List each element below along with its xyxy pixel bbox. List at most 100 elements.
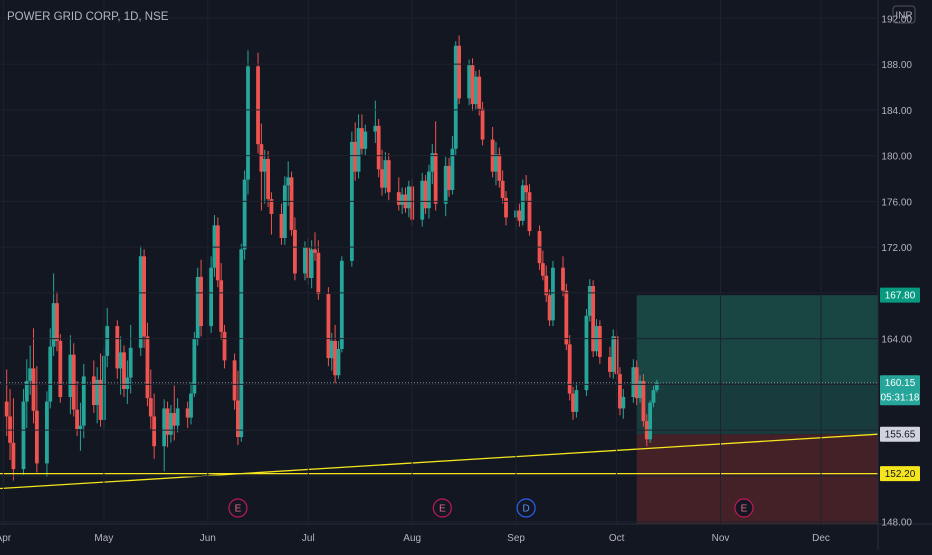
candle <box>58 334 63 403</box>
candle-body <box>396 192 401 205</box>
candle <box>571 386 575 420</box>
candle-body <box>98 379 103 420</box>
candle <box>567 335 572 401</box>
candle-body <box>470 65 475 105</box>
event-marker-label: D <box>523 504 530 515</box>
candle-body <box>51 303 56 347</box>
support-trendline <box>0 433 879 490</box>
candle <box>360 114 364 155</box>
stop-price-label: 155.65 <box>880 426 920 442</box>
candle-body <box>567 344 572 394</box>
candle-body <box>165 408 170 435</box>
candle <box>128 324 133 394</box>
candle <box>45 391 49 478</box>
candle-body <box>333 340 338 376</box>
candle-body <box>209 267 214 327</box>
earnings-marker[interactable]: E <box>432 498 452 518</box>
candle <box>329 332 334 371</box>
candle <box>527 184 532 236</box>
candle-body <box>189 393 193 418</box>
candle <box>95 367 100 424</box>
candle-body <box>564 290 569 345</box>
candle <box>289 171 294 236</box>
candle-body <box>551 267 555 321</box>
candle <box>68 335 73 415</box>
stop-price-label-text: 155.65 <box>885 430 916 441</box>
candle <box>400 187 405 214</box>
candle <box>303 241 307 281</box>
candle <box>222 324 227 369</box>
candle-body <box>232 360 237 401</box>
position-profit-zone-lower <box>636 382 878 435</box>
candle-body <box>78 425 83 430</box>
candle-body <box>527 192 532 232</box>
candle <box>638 375 642 403</box>
candle-body <box>654 382 659 391</box>
candle <box>145 322 150 407</box>
candle-body <box>447 165 451 190</box>
candle <box>520 179 525 226</box>
event-marker-circle <box>228 498 248 518</box>
candle <box>279 203 284 245</box>
candle <box>71 343 76 417</box>
target-price-label-text: 167.80 <box>885 291 916 302</box>
candle <box>125 360 130 404</box>
candle-body <box>386 160 391 193</box>
candle-body <box>497 154 502 181</box>
candle <box>24 359 29 428</box>
candle-body <box>561 267 565 291</box>
candle <box>11 398 16 481</box>
candle <box>584 308 589 396</box>
candle-body <box>148 398 153 417</box>
candle <box>356 114 361 179</box>
candle-body <box>266 159 270 200</box>
candle-body <box>383 160 388 188</box>
candle-body <box>584 315 589 391</box>
currency-button-frame <box>892 5 916 24</box>
support-price-label-box <box>880 466 920 482</box>
candle-body <box>239 249 244 438</box>
candle-body <box>631 367 636 398</box>
x-tick-label: Aug <box>403 533 421 544</box>
candle <box>524 175 529 202</box>
candle <box>597 320 602 364</box>
candle <box>185 401 190 428</box>
event-marker-label: E <box>235 504 242 515</box>
candle-body <box>547 295 552 321</box>
candle <box>611 329 616 379</box>
candle-body <box>540 263 545 276</box>
candle-body <box>353 141 358 172</box>
candle <box>246 50 250 195</box>
y-tick-label: 172.00 <box>881 243 912 254</box>
candle <box>561 256 565 297</box>
candle <box>423 175 428 214</box>
earnings-marker[interactable]: E <box>228 498 248 518</box>
candle <box>148 369 153 430</box>
event-marker-circle <box>432 498 452 518</box>
candle-body <box>423 180 428 209</box>
current-price-label: 160.15 05:31:18 <box>880 375 920 406</box>
candle-body <box>8 416 12 443</box>
candle-body <box>336 348 341 376</box>
candle <box>48 328 53 409</box>
candle-body <box>172 413 177 426</box>
candle-body <box>309 249 314 279</box>
candle-body <box>376 125 381 170</box>
candle-body <box>504 197 508 218</box>
candle <box>497 147 502 188</box>
candle <box>138 245 143 356</box>
dividend-marker[interactable]: D <box>516 498 536 518</box>
candle-body <box>641 380 646 422</box>
currency-button[interactable]: INR <box>892 5 916 24</box>
candle <box>477 69 482 116</box>
earnings-marker[interactable]: E <box>734 498 754 518</box>
candle-body <box>31 368 36 411</box>
candle-body <box>524 185 529 193</box>
candle <box>363 124 368 156</box>
candle <box>547 289 552 327</box>
candle-body <box>219 280 224 332</box>
candle <box>447 157 451 197</box>
candle <box>122 345 126 398</box>
candle-body <box>480 108 485 140</box>
